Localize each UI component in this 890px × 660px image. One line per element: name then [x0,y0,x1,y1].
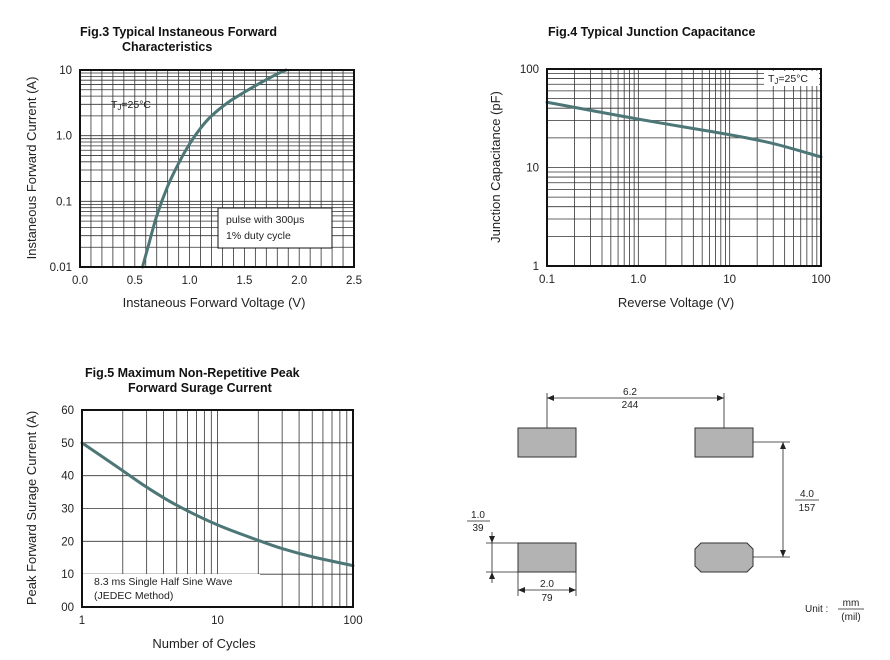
fig3-series-line [140,68,288,269]
fig3-y-axis-label: Instaneous Forward Current (A) [24,77,39,260]
fig5-y-tick-label: 10 [61,569,74,581]
fig3-temp-sub: J [117,103,121,112]
fig5-title-line2: Forward Surage Current [128,381,273,395]
fig4-y-axis-label: Junction Capacitance (pF) [488,91,503,243]
fig3-x-tick-label: 2.0 [291,275,307,287]
fig4-x-tick-label: 0.1 [539,274,555,286]
fig5-y-tick-label: 60 [61,405,74,417]
fig5-x-axis-label: Number of Cycles [152,636,256,651]
fig4-temp-sub: J [774,77,778,86]
fig3-title-line2: Characteristics [122,40,212,54]
padw-arrow-left [518,587,525,593]
fig5-y-tick-label: 00 [61,602,74,614]
pad-bottom-right-chamfered [694,542,754,573]
fig4-x-tick-label: 1.0 [630,274,646,286]
unit-mil: (mil) [841,612,860,623]
fig5-chart: Fig.5 Maximum Non-Repetitive Peak Forwar… [24,366,363,651]
height-arrow-top [780,442,786,449]
width-arrow-right [717,395,724,401]
width-mil-label: 244 [622,400,639,411]
fig4-x-tick-label: 100 [811,274,830,286]
fig4-plot-frame [546,68,822,267]
fig3-temp-suffix: =25°C [121,99,151,111]
fig3-temp-prefix: T [111,99,118,111]
fig3-tick-labels: 0.0 0.5 1.0 1.5 2.0 2.5 0.01 0.1 1.0 10 [50,65,362,287]
fig5-series-line [80,441,355,568]
padh-mil-label: 39 [472,523,484,534]
height-arrow-bottom [780,550,786,557]
width-mm-label: 6.2 [623,387,637,398]
pad-layout-drawing: 6.2 244 4.0 157 1.0 39 2.0 79 Unit : mm … [467,387,864,623]
fig3-y-tick-label: 10 [59,65,72,77]
fig4-temp-bg [764,71,819,86]
fig4-title: Fig.4 Typical Junction Capacitance [548,25,756,39]
fig3-y-tick-label: 0.1 [56,196,72,208]
pad-top-left [517,427,577,458]
padh-mm-label: 1.0 [471,510,485,521]
fig3-x-tick-label: 0.0 [72,275,88,287]
padh-arrow-bottom [489,572,495,579]
pad-top-right [694,427,754,458]
fig5-note-bg [82,574,260,608]
fig3-x-axis-label: Instaneous Forward Voltage (V) [123,295,306,310]
fig4-tick-labels: 0.1 1.0 10 100 1 10 100 [520,64,831,286]
fig3-y-tick-label: 0.01 [50,262,72,274]
fig5-y-tick-label: 40 [61,471,74,483]
fig5-y-tick-label: 30 [61,504,74,516]
width-arrow-left [547,395,554,401]
fig5-y-tick-label: 20 [61,536,74,548]
fig5-note-line1: 8.3 ms Single Half Sine Wave [94,576,233,588]
fig3-x-tick-label: 2.5 [346,275,362,287]
fig4-grid [546,68,822,267]
fig3-x-tick-label: 1.0 [182,275,198,287]
fig3-note-line2: 1% duty cycle [226,230,291,242]
padw-arrow-right [569,587,576,593]
fig3-temp-annotation: TJ=25°C [111,99,151,112]
fig3-plot-frame [79,69,355,268]
fig5-note-line2: (JEDEC Method) [94,590,173,602]
height-mil-label: 157 [799,503,816,514]
fig5-plot-frame [81,409,354,608]
fig3-note-box [217,207,333,249]
padh-arrow-top [489,536,495,543]
fig4-x-tick-label: 10 [723,274,736,286]
unit-mm: mm [843,598,860,609]
fig5-y-tick-label: 50 [61,438,74,450]
fig5-title-line1: Fig.5 Maximum Non-Repetitive Peak [85,366,300,380]
fig4-series-line [545,100,823,159]
fig5-x-tick-label: 1 [79,615,85,627]
fig4-chart: Fig.4 Typical Junction Capacitance 0.1 1.… [488,25,831,310]
fig4-y-tick-label: 10 [526,163,539,175]
fig4-temp-suffix: =25°C [778,73,808,85]
fig5-tick-labels: 1 10 100 00 10 20 30 40 50 60 [61,405,362,627]
fig3-title-line1: Fig.3 Typical Instaneous Forward [80,25,277,39]
fig4-y-tick-label: 100 [520,64,539,76]
fig4-x-axis-label: Reverse Voltage (V) [618,295,734,310]
fig3-note-line1: pulse with 300μs [226,214,304,226]
fig5-x-tick-label: 10 [211,615,224,627]
fig5-x-tick-label: 100 [343,615,362,627]
height-mm-label: 4.0 [800,489,814,500]
unit-label: Unit : [805,604,828,615]
fig3-chart: Fig.3 Typical Instaneous Forward Charact… [24,25,362,310]
fig5-y-axis-label: Peak Forward Surage Current (A) [24,411,39,605]
padw-mil-label: 79 [541,593,553,604]
fig4-temp-prefix: T [768,73,775,85]
pad-bottom-left [517,542,577,573]
fig3-y-tick-label: 1.0 [56,131,72,143]
fig3-x-tick-label: 1.5 [236,275,252,287]
padw-mm-label: 2.0 [540,579,554,590]
fig4-temp-annotation: TJ=25°C [768,73,808,86]
fig3-x-tick-label: 0.5 [127,275,143,287]
fig4-y-tick-label: 1 [533,261,539,273]
